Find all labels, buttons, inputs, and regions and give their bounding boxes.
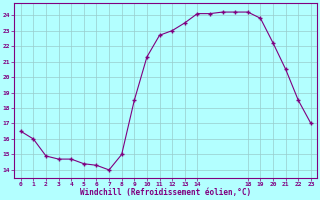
X-axis label: Windchill (Refroidissement éolien,°C): Windchill (Refroidissement éolien,°C) [80,188,252,197]
